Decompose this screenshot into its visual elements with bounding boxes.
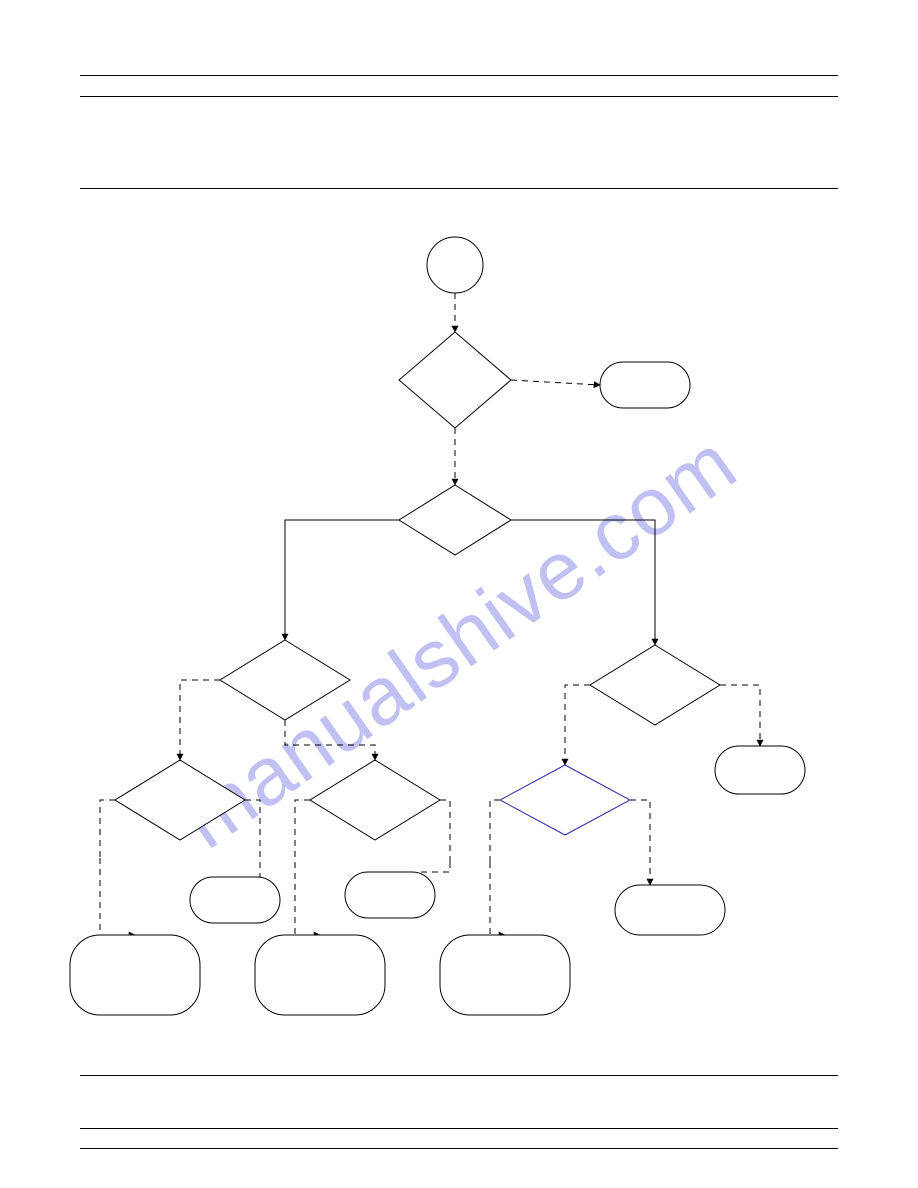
edge-17 <box>490 800 500 862</box>
edge-11 <box>245 800 260 862</box>
node-d5 <box>115 760 245 840</box>
edge-19 <box>630 800 650 885</box>
node-d3 <box>220 640 350 720</box>
edge-9 <box>100 800 115 858</box>
node-t1 <box>600 362 690 408</box>
node-d7 <box>500 765 630 835</box>
edge-15 <box>440 800 450 862</box>
edge-8 <box>720 685 760 746</box>
edge-5 <box>180 680 220 760</box>
edge-14 <box>295 862 320 935</box>
edge-18 <box>490 862 505 935</box>
node-d2 <box>399 485 511 555</box>
node-p_small4 <box>715 746 805 794</box>
flowchart <box>0 0 918 1188</box>
edge-6 <box>285 720 375 760</box>
edge-1 <box>511 380 600 385</box>
node-p_small1 <box>190 877 280 923</box>
node-p_small3 <box>615 885 725 935</box>
edge-16 <box>420 862 450 872</box>
edge-12 <box>235 862 260 877</box>
node-p_big3 <box>440 935 570 1015</box>
node-d4 <box>590 645 720 725</box>
node-p_big1 <box>70 935 200 1015</box>
edge-10 <box>100 858 135 935</box>
edge-4 <box>511 520 655 645</box>
edge-13 <box>295 800 310 862</box>
node-start <box>427 237 483 293</box>
node-p_big2 <box>255 935 385 1015</box>
edge-3 <box>285 520 399 640</box>
node-p_small2 <box>345 872 435 918</box>
edge-7 <box>565 685 590 765</box>
page: manualshive.com <box>0 0 918 1188</box>
node-d1 <box>399 332 511 428</box>
node-d6 <box>310 760 440 840</box>
